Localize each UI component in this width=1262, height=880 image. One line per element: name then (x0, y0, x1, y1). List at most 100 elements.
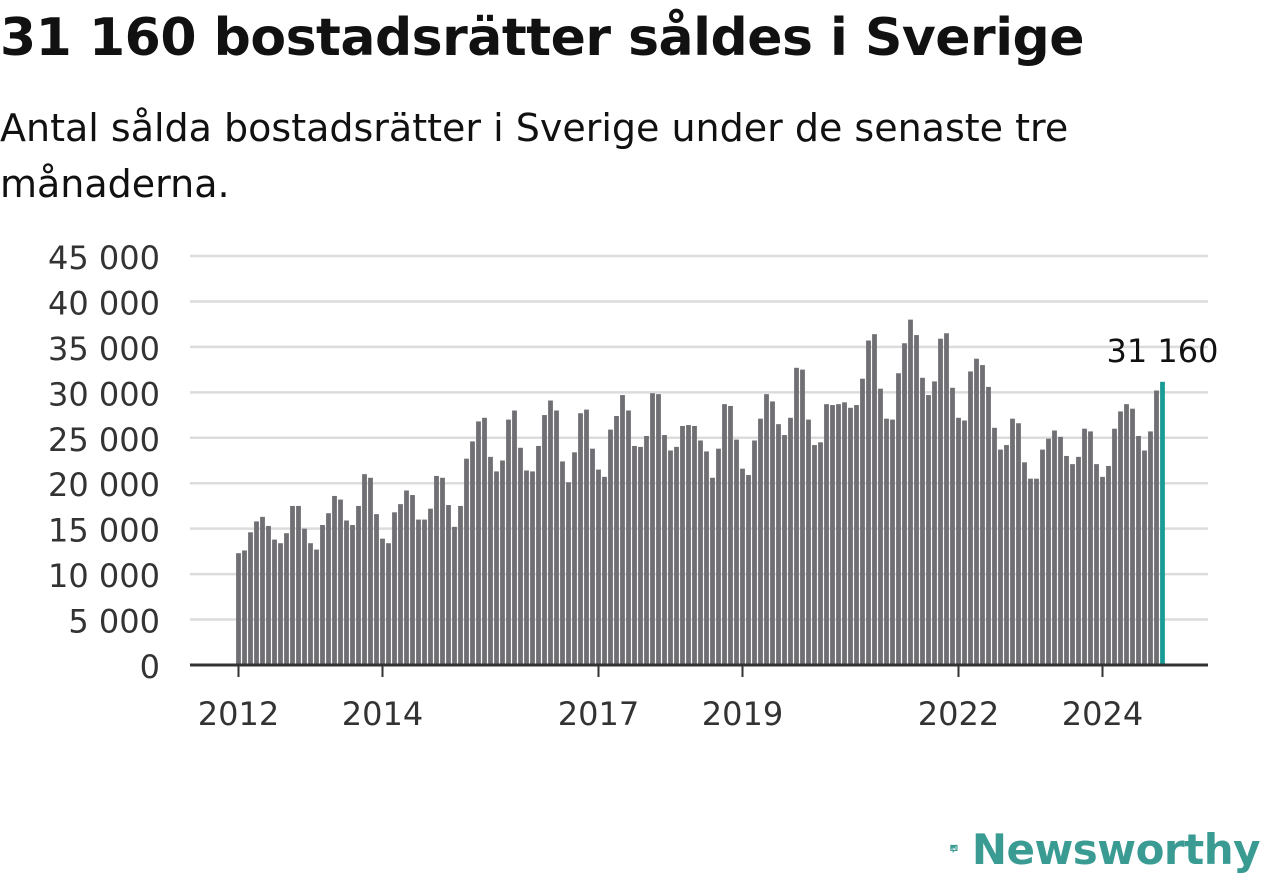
bar (1058, 436, 1063, 665)
y-tick-label: 5 000 (68, 603, 160, 641)
bar (980, 365, 985, 665)
newsworthy-logo: Newsworthy (950, 818, 1261, 880)
bar (1046, 438, 1051, 665)
bar (686, 425, 691, 665)
bar (896, 373, 901, 665)
bar (626, 410, 631, 665)
bar (266, 525, 271, 665)
x-tick-label: 2024 (1062, 695, 1143, 733)
bar (374, 514, 379, 665)
bar (500, 460, 505, 665)
x-tick-label: 2019 (702, 695, 783, 733)
bar (770, 401, 775, 665)
bar (926, 395, 931, 665)
bar (386, 543, 391, 665)
bar (836, 404, 841, 665)
bar (1016, 423, 1021, 665)
bar (1100, 476, 1105, 665)
bar (296, 505, 301, 665)
bar (518, 447, 523, 665)
bar-highlight (1160, 381, 1165, 665)
bar (368, 477, 373, 665)
y-tick-label: 10 000 (48, 557, 160, 595)
bar (644, 435, 649, 665)
bar (590, 448, 595, 665)
bar (746, 475, 751, 665)
bar (566, 482, 571, 665)
bar (1112, 428, 1117, 665)
bar (530, 471, 535, 665)
bar (482, 417, 487, 665)
newsworthy-logo-text: Newsworthy (971, 824, 1261, 874)
bar (242, 550, 247, 665)
bar (788, 417, 793, 665)
bar (782, 435, 787, 665)
bar (464, 458, 469, 665)
bar (554, 410, 559, 665)
bar (1106, 465, 1111, 665)
bar (1004, 445, 1009, 665)
bar (614, 415, 619, 665)
bar (512, 410, 517, 665)
bar (806, 419, 811, 665)
bar (338, 499, 343, 665)
bar (872, 334, 877, 665)
highlight-value-label: 31 160 (1107, 332, 1219, 370)
bar (1130, 408, 1135, 665)
bar (236, 553, 241, 665)
bar (254, 521, 259, 665)
bar (1088, 431, 1093, 665)
bar (536, 445, 541, 665)
bar (452, 526, 457, 665)
bar (776, 424, 781, 665)
bar (1124, 404, 1129, 665)
bar (560, 461, 565, 665)
bar (740, 468, 745, 665)
bar (794, 367, 799, 665)
bar (662, 435, 667, 665)
bar (950, 387, 955, 665)
bar (722, 404, 727, 665)
bar (764, 394, 769, 665)
x-tick-label: 2022 (918, 695, 999, 733)
bar (506, 419, 511, 665)
bar (710, 477, 715, 665)
bar (800, 369, 805, 665)
chart-title: 31 160 bostadsrätter såldes i Sverige (0, 8, 1085, 68)
bar (698, 440, 703, 665)
y-tick-label: 40 000 (48, 284, 160, 322)
bar (968, 371, 973, 665)
bar (728, 405, 733, 665)
bar (392, 512, 397, 665)
y-axis-ticks: 0 5 000 10 000 15 000 20 000 25 000 30 000 35 0… (48, 239, 160, 686)
bar (878, 388, 883, 665)
bar (260, 516, 265, 665)
bar (1076, 456, 1081, 665)
bar (278, 543, 283, 665)
bar (596, 469, 601, 665)
bar (638, 446, 643, 665)
bar (908, 319, 913, 665)
annotation-layer: 31 160 (1107, 332, 1219, 370)
bars (236, 319, 1165, 665)
bar (404, 490, 409, 665)
bar (860, 378, 865, 665)
y-tick-label: 0 (140, 648, 160, 686)
y-tick-label: 20 000 (48, 466, 160, 504)
bar (542, 415, 547, 665)
y-tick-label: 35 000 (48, 330, 160, 368)
bar (902, 343, 907, 665)
bar (854, 405, 859, 665)
bar (416, 519, 421, 665)
bar (434, 475, 439, 665)
y-tick-label: 15 000 (48, 512, 160, 550)
bar (584, 409, 589, 665)
bar (422, 519, 427, 665)
bar (524, 470, 529, 665)
bar (332, 495, 337, 665)
bar (308, 543, 313, 665)
y-tick-label: 30 000 (48, 375, 160, 413)
bar (1082, 428, 1087, 665)
bar (440, 477, 445, 665)
